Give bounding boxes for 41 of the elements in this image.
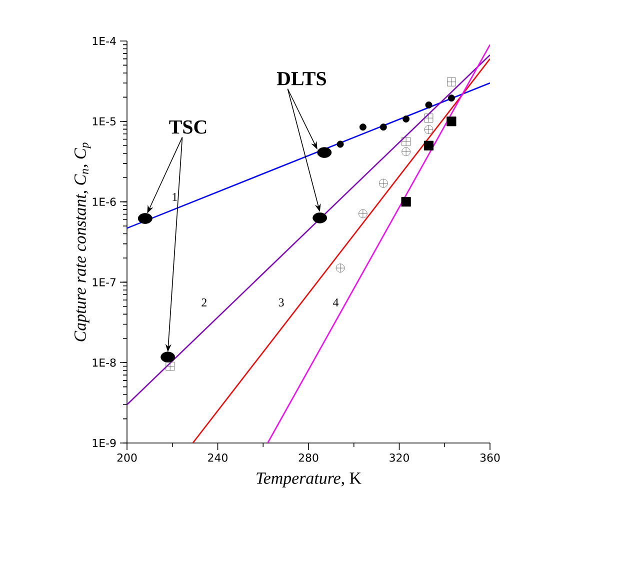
y-tick-label: 1E-8 (92, 358, 116, 367)
point (359, 124, 366, 131)
y-axis-title: Capture rate constant, C$_{n}$, C$_{p}$ (74, 142, 91, 342)
x-axis-title: Temperature, K (256, 472, 362, 488)
point (447, 77, 456, 86)
point (166, 362, 175, 371)
y-tick-label: 1E-4 (92, 37, 116, 45)
x-tick-label: 200 (117, 454, 137, 462)
point (424, 125, 434, 134)
point (138, 213, 152, 224)
y-tick-label: 1E-6 (92, 198, 116, 206)
point (402, 137, 410, 146)
point (425, 101, 432, 108)
y-tick-label: 1E-9 (92, 438, 116, 448)
point (402, 147, 410, 156)
annotation: 2 (202, 298, 206, 306)
annotation: 1 (172, 192, 177, 201)
y-tick-label: 1E-7 (92, 278, 116, 286)
x-tick-label: 280 (298, 454, 318, 462)
point (380, 124, 387, 131)
x-tick-label: 320 (390, 454, 409, 462)
point (446, 116, 456, 126)
point (336, 140, 344, 148)
x-tick-label: 240 (208, 454, 228, 462)
point (424, 114, 434, 122)
point (358, 209, 368, 218)
point (448, 94, 455, 102)
point (402, 116, 410, 123)
point (312, 212, 328, 224)
y-tick-label: 1E-5 (92, 117, 116, 126)
point (378, 178, 388, 188)
annotation: 4 (332, 298, 339, 306)
annotation: TSC (169, 120, 206, 134)
point (160, 352, 176, 363)
point (317, 147, 332, 158)
annotation: DLTS (276, 72, 326, 86)
point (401, 196, 411, 207)
x-tick-label: 360 (480, 454, 500, 462)
point (424, 140, 434, 150)
point (336, 264, 345, 272)
annotation: 3 (278, 298, 284, 306)
